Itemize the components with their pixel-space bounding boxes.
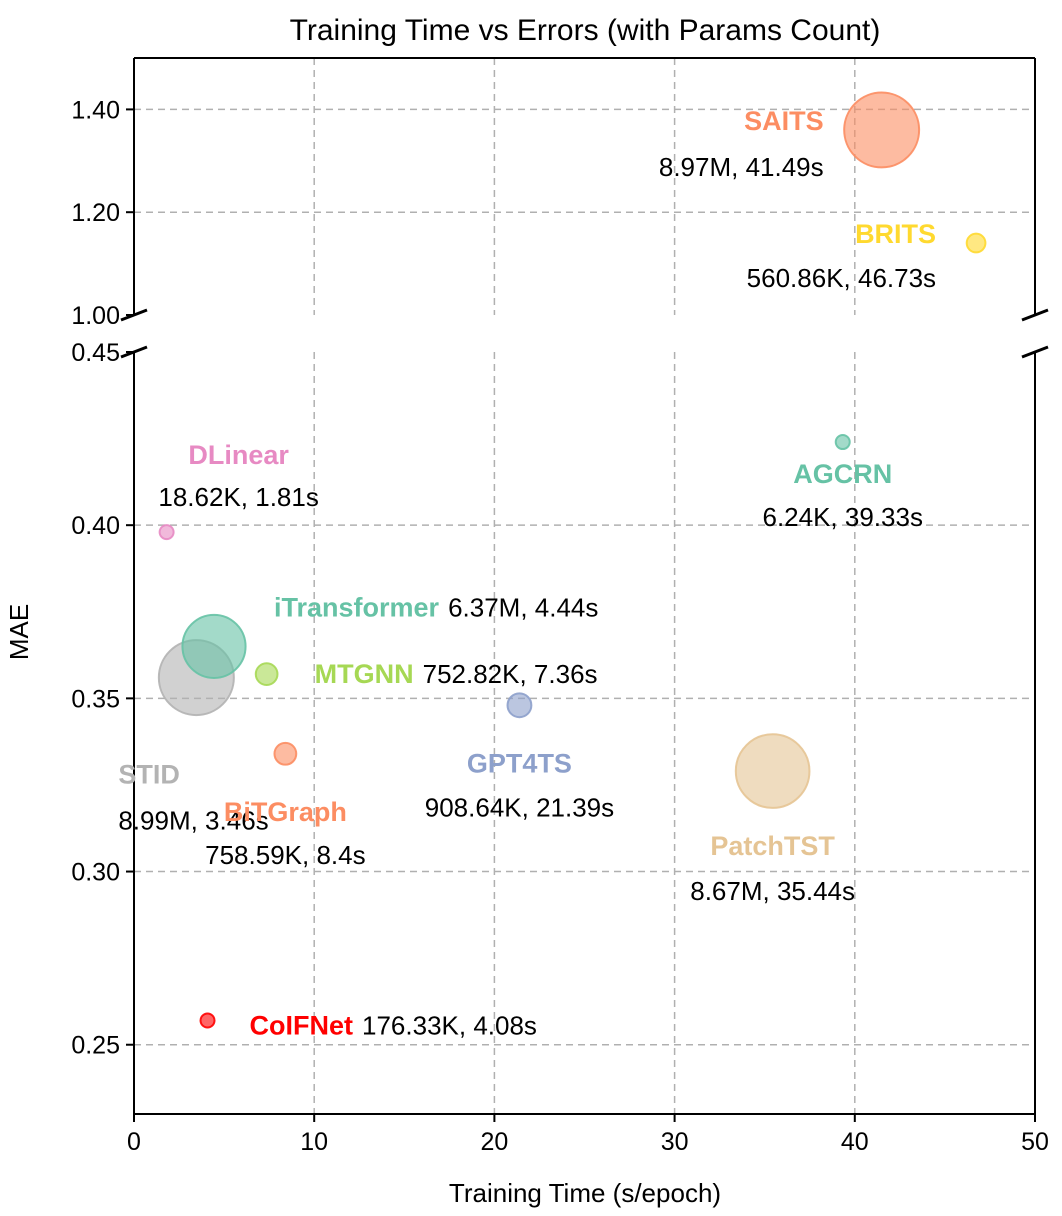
label-info-patchtst: 8.67M, 35.44s xyxy=(690,876,855,906)
label-mtgnn: MTGNN 752.82K, 7.36s xyxy=(315,659,598,689)
label-coifnet: CoIFNet 176.33K, 4.08s xyxy=(250,1010,537,1040)
bubble-bitgraph xyxy=(273,741,298,766)
label-name-brits: BRITS xyxy=(855,219,936,249)
lower-ytick-label: 0.40 xyxy=(71,512,120,540)
upper-ytick-label: 1.20 xyxy=(71,199,120,227)
lower-points xyxy=(157,434,851,1029)
bubble-patchtst xyxy=(734,733,811,809)
label-info-coifnet: 176.33K, 4.08s xyxy=(362,1010,537,1040)
label-info-itransformer: 6.37M, 4.44s xyxy=(448,592,598,622)
label-info-saits: 8.97M, 41.49s xyxy=(659,152,824,182)
bubble-dlinear xyxy=(158,524,175,541)
label-itransformer: iTransformer 6.37M, 4.44s xyxy=(274,592,598,622)
bubble-brits xyxy=(965,232,987,254)
lower-ytick-label: 0.30 xyxy=(71,859,120,887)
upper-ytick-label: 1.40 xyxy=(71,96,120,124)
bubble-gpt4ts xyxy=(506,692,533,719)
label-info-stid: 8.99M, 3.46s xyxy=(118,806,268,836)
break-mark-3 xyxy=(1021,345,1049,359)
axis-break-marks xyxy=(120,308,1049,359)
chart-title: Training Time vs Errors (with Params Cou… xyxy=(290,14,881,47)
lower-ytick-label: 0.25 xyxy=(71,1032,120,1060)
label-name-bitgraph: BiTGraph xyxy=(224,797,347,827)
label-name-itransformer: iTransformer xyxy=(274,592,440,622)
break-mark-2 xyxy=(120,345,148,359)
break-mark-1 xyxy=(1021,308,1049,322)
label-name-coifnet: CoIFNet xyxy=(250,1010,354,1040)
upper-axes: 1.00 1.20 1.40 xyxy=(71,57,1036,330)
lower-ytick-label: 0.45 xyxy=(71,339,120,367)
label-name-agcrn: AGCRN xyxy=(793,459,892,489)
label-name-saits: SAITS xyxy=(744,106,824,136)
label-name-mtgnn: MTGNN xyxy=(315,659,414,689)
lower-grid xyxy=(134,352,1035,1114)
label-name-gpt4ts: GPT4TS xyxy=(467,748,572,778)
xtick-label: 20 xyxy=(480,1128,508,1156)
lower-ytick-label: 0.35 xyxy=(71,685,120,713)
label-info-dlinear: 18.62K, 1.81s xyxy=(158,482,318,512)
bubble-agcrn xyxy=(834,434,851,451)
xtick-label: 0 xyxy=(127,1128,141,1156)
break-mark-0 xyxy=(120,308,148,322)
x-axis-title: Training Time (s/epoch) xyxy=(449,1178,721,1208)
bubble-mtgnn xyxy=(254,662,279,686)
xtick-label: 10 xyxy=(300,1128,328,1156)
label-info-brits: 560.86K, 46.73s xyxy=(747,263,936,293)
lower-panel: 0.25 0.30 0.35 0.40 0.45 0 10 20 30 40 50 xyxy=(71,339,1049,1156)
xtick-label: 40 xyxy=(841,1128,869,1156)
xtick-label: 50 xyxy=(1021,1128,1049,1156)
label-info-mtgnn: 752.82K, 7.36s xyxy=(423,659,598,689)
bubble-itransformer xyxy=(181,613,247,679)
label-name-patchtst: PatchTST xyxy=(710,831,835,861)
upper-points xyxy=(843,91,987,254)
bubble-coifnet xyxy=(199,1012,216,1029)
point-labels: STID 8.99M, 3.46s SAITS 8.97M, 41.49s PatchT… xyxy=(118,106,936,1041)
label-name-dlinear: DLinear xyxy=(188,440,289,470)
lower-axes: 0.25 0.30 0.35 0.40 0.45 0 10 20 30 40 50 xyxy=(71,339,1049,1156)
bubble-saits xyxy=(843,91,921,169)
label-info-gpt4ts: 908.64K, 21.39s xyxy=(425,792,614,822)
y-axis-title: MAE xyxy=(4,604,34,660)
label-info-bitgraph: 758.59K, 8.4s xyxy=(205,840,365,870)
label-name-stid: STID xyxy=(118,760,180,790)
upper-panel: 1.00 1.20 1.40 xyxy=(71,57,1036,330)
xtick-label: 30 xyxy=(661,1128,689,1156)
label-info-agcrn: 6.24K, 39.33s xyxy=(762,502,922,532)
upper-ytick-label: 1.00 xyxy=(71,302,120,330)
